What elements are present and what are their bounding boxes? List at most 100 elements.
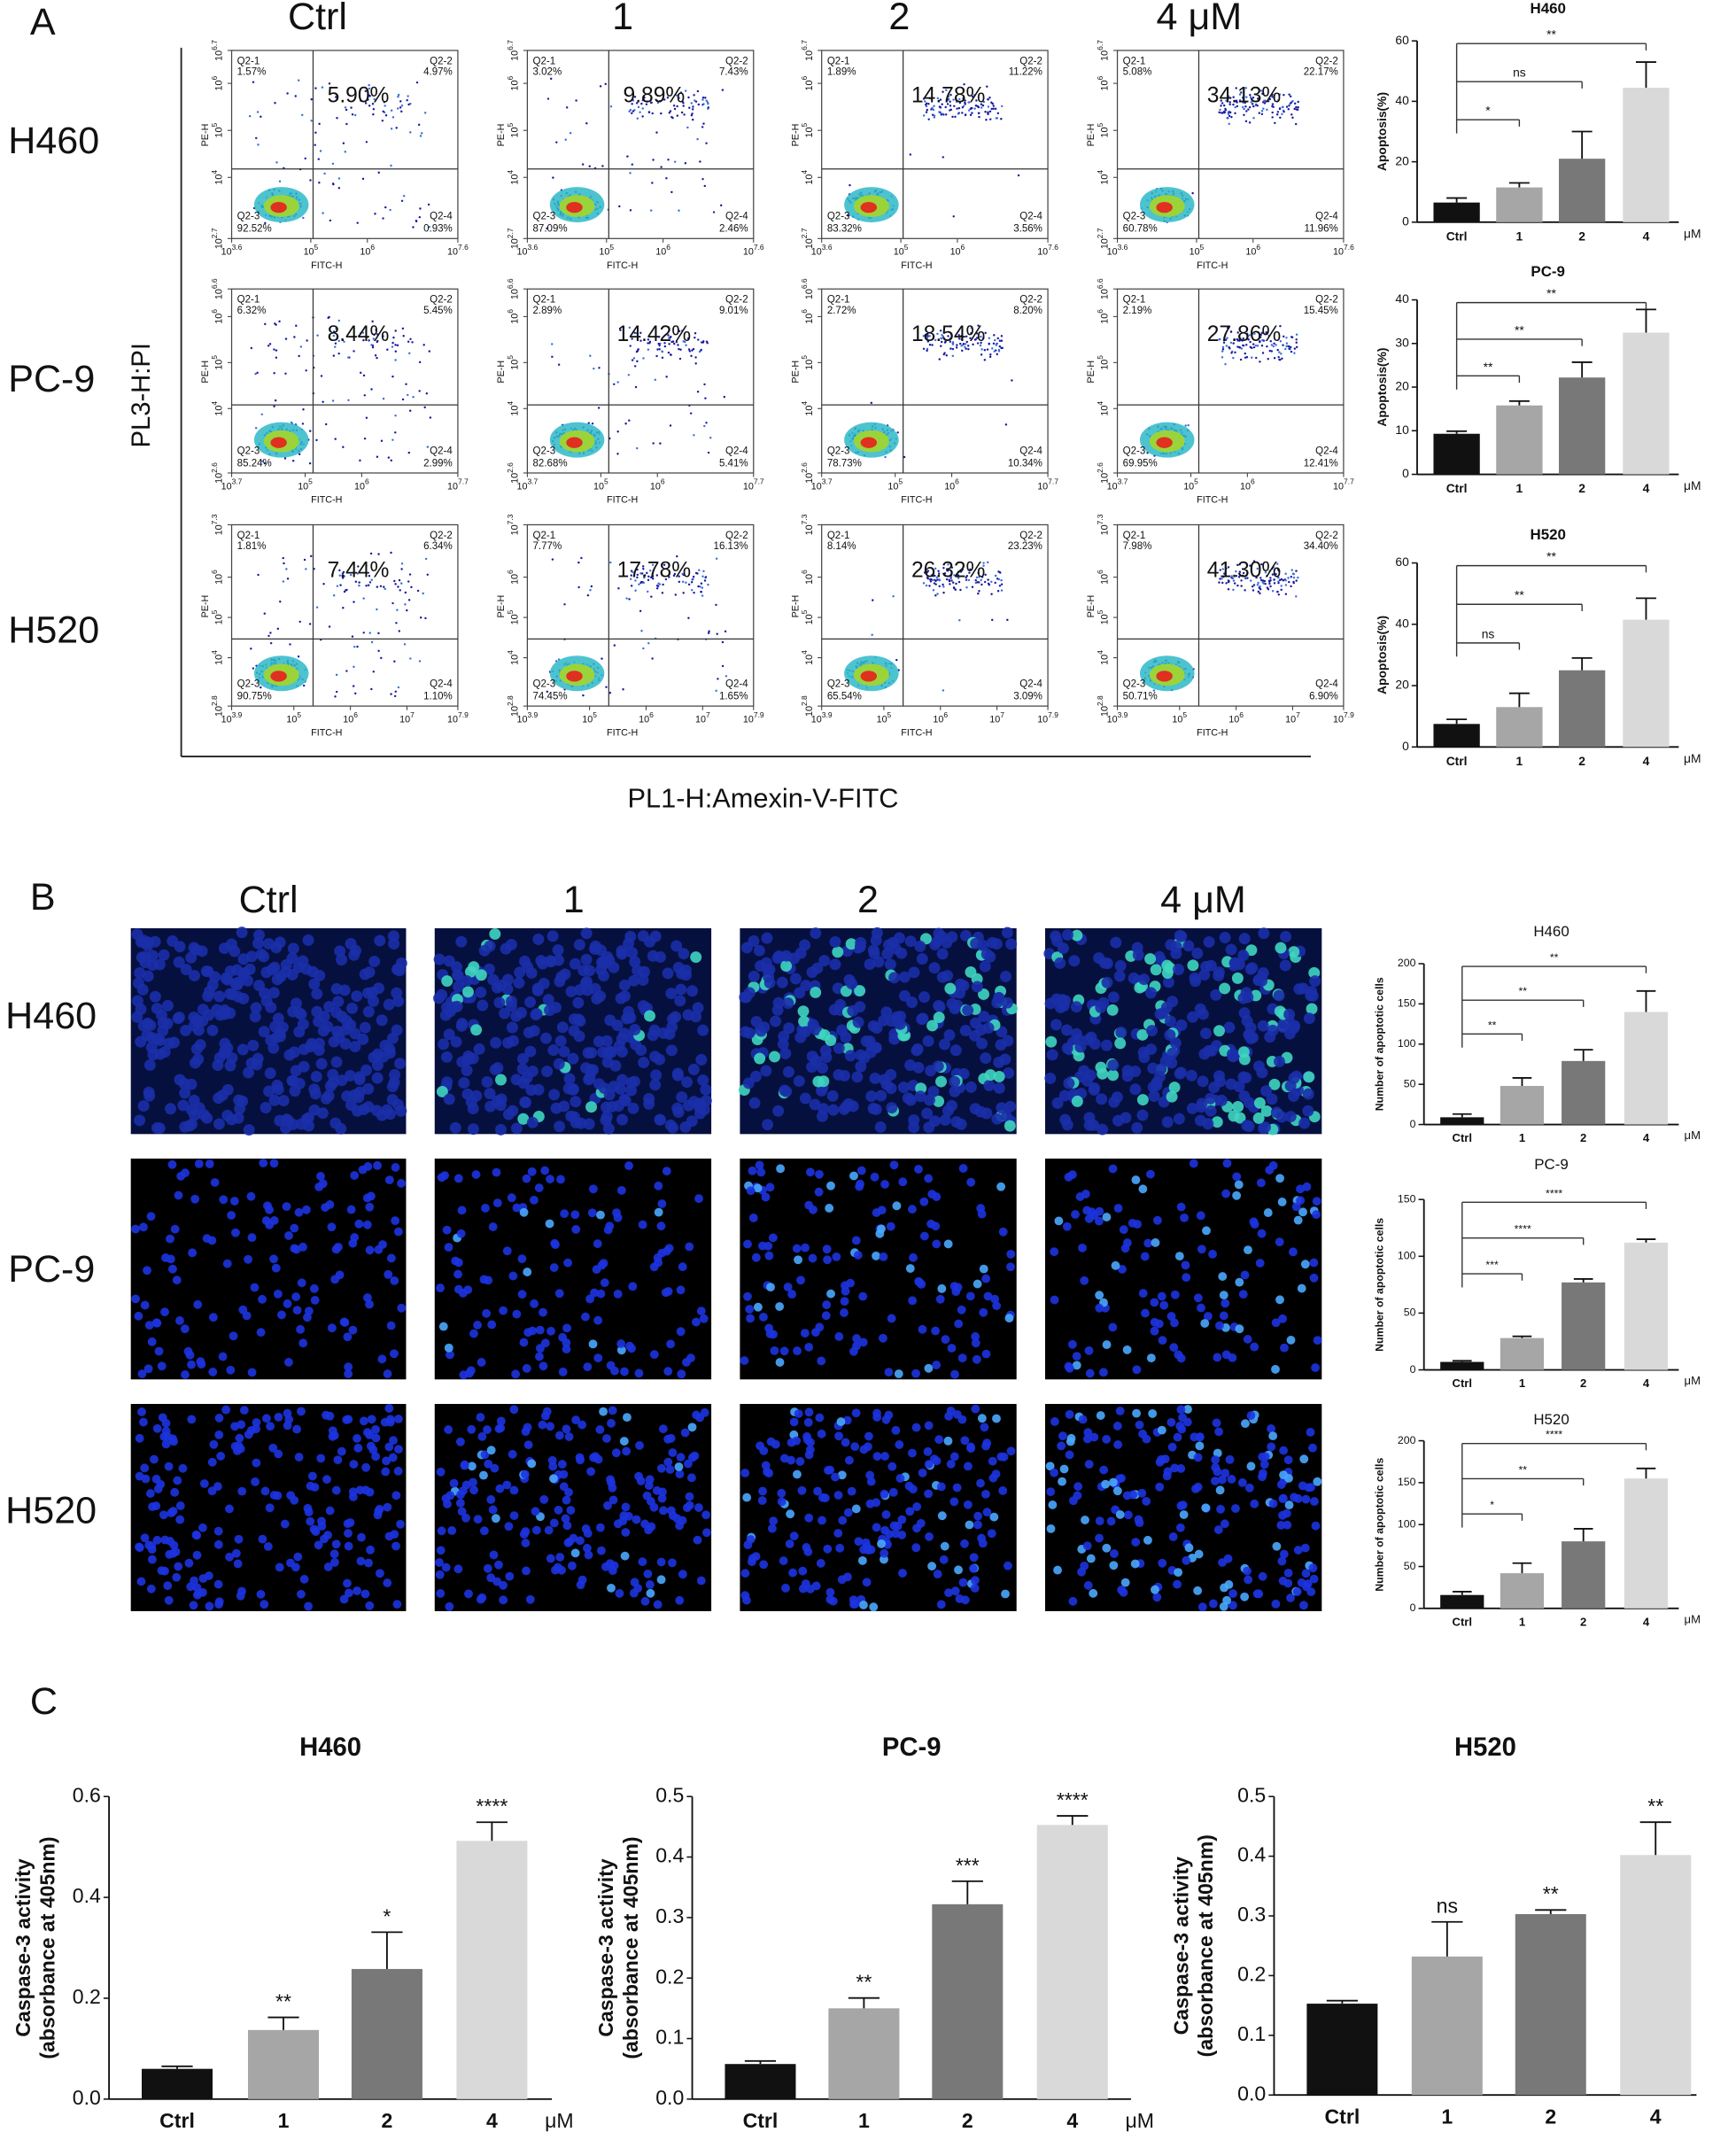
nucleus [547,1044,559,1056]
event-dot [884,456,886,458]
event-dot [939,358,941,360]
event-dot [1187,424,1189,426]
nucleus [1162,1116,1174,1128]
nucleus [524,996,536,1008]
nucleus [868,1020,880,1032]
nucleus [690,951,701,963]
event-dot [322,401,323,403]
total-apoptosis: 14.42% [617,322,691,346]
event-dot [420,616,422,618]
event-dot [953,587,955,589]
nucleus [388,938,399,950]
event-dot [1288,581,1290,583]
tick-exponent: 6.7 [1096,40,1104,50]
nucleus [508,1035,519,1047]
tick-base: 10 [593,481,604,492]
event-dot [428,204,430,205]
quadrant-name: Q2-4 [430,679,453,690]
quadrant-percent: 87.09% [533,224,568,235]
nucleus [511,1123,523,1135]
event-dot [1288,345,1290,347]
nucleus [585,1101,597,1113]
event-dot [260,116,261,118]
event-dot [998,349,1000,351]
tick-base: 10 [804,574,815,585]
tick-base: 10 [447,481,458,492]
nucleus [554,976,565,988]
event-dot [322,583,324,585]
tick-base: 10 [1100,128,1111,138]
event-dot [695,100,697,102]
event-dot [598,407,600,408]
event-dot [694,332,696,334]
event-dot [662,351,663,353]
tick-exponent: 3.6 [1118,243,1128,252]
row-label: H520 [8,609,99,651]
nucleus [943,1029,955,1041]
row-label: PC-9 [8,1248,95,1291]
tick-base: 10 [509,289,520,299]
tick-base: 10 [509,314,520,324]
event-dot [662,357,663,359]
event-dot [995,108,996,110]
tick-base: 10 [1183,481,1194,492]
nucleus [1128,973,1140,984]
nucleus [1245,964,1257,975]
quadrant-percent: 2.19% [1123,306,1152,316]
event-dot [1274,357,1275,359]
quadrant-percent: 7.98% [1123,541,1152,552]
tick-base: 10 [214,289,225,299]
event-dot [702,97,704,98]
nucleus [550,1002,562,1013]
event-dot [1247,108,1249,110]
event-dot [342,607,344,609]
tick-exponent: 5 [904,243,909,252]
nucleus [754,945,765,957]
event-dot [370,688,372,690]
nucleus [1232,973,1244,984]
event-dot [1191,192,1193,194]
nucleus [547,930,559,942]
nucleus [147,959,159,971]
nucleus [654,1114,665,1126]
event-dot [704,579,706,581]
column-label: 1 [612,0,633,38]
event-dot [609,692,611,694]
event-dot [933,109,934,111]
quadrant-name: Q2-1 [237,56,260,66]
nucleus [555,1035,567,1047]
plot-y-label: PE-H [790,124,801,147]
nucleus [911,1044,922,1056]
event-dot [332,183,334,185]
quadrant-name: Q2-3 [237,446,260,456]
event-dot [368,584,369,585]
tick-exponent: 4 [800,401,809,406]
plot-y-label: PE-H [1086,124,1097,147]
event-dot [1001,589,1003,591]
column-label: 4 μM [1160,879,1246,921]
event-dot [323,173,325,174]
tick-exponent: 2.8 [210,695,219,706]
micrograph [433,927,712,1135]
total-apoptosis: 26.32% [911,558,985,582]
quadrant-name: Q2-4 [430,446,453,456]
nucleus [629,1024,640,1035]
nucleus [833,1069,844,1081]
tick-base: 10 [582,714,593,725]
event-dot [1284,348,1286,350]
event-dot [269,632,271,633]
nucleus [616,1046,628,1058]
flow-plot: Q2-12.19%Q2-215.45%Q2-369.95%Q2-412.41%2… [1086,278,1354,506]
nucleus [608,962,619,973]
nucleus [227,989,238,1000]
event-dot [943,352,945,353]
event-dot [298,355,299,357]
density-core [861,438,877,448]
tick-base: 10 [214,406,225,416]
event-dot [978,116,980,118]
event-dot [716,633,717,635]
nucleus [1068,955,1080,966]
nucleus [983,1080,995,1091]
event-dot [423,407,425,408]
event-dot [1261,113,1263,115]
